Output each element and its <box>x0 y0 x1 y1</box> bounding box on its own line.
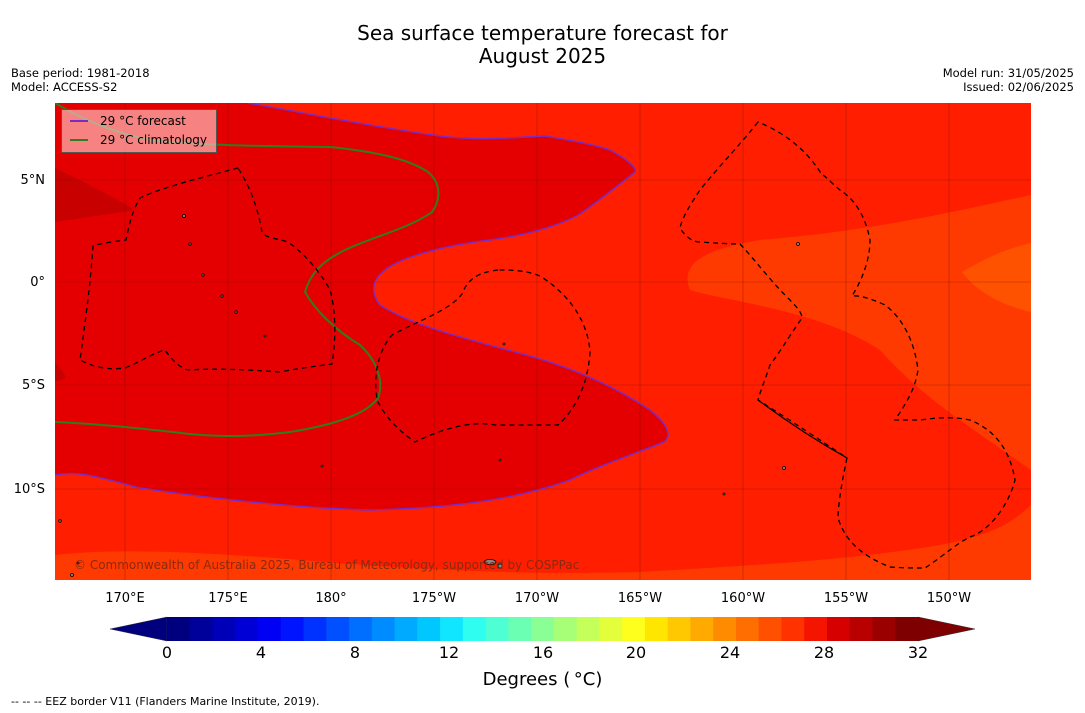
legend-climatology-label: 29 °C climatology <box>100 133 208 147</box>
colorbar-cell <box>713 617 737 641</box>
colorbar-cell <box>462 617 487 641</box>
lon-label: 170°E <box>105 591 145 606</box>
title-line-1: Sea surface temperature forecast for <box>357 21 728 45</box>
gridlines <box>55 103 1031 580</box>
lon-label: 170°W <box>515 591 559 606</box>
eez-border-phoenix <box>375 269 591 443</box>
colorbar-cell <box>690 617 714 641</box>
colorbar-tick: 28 <box>814 643 834 662</box>
colorbar-cell <box>849 617 874 641</box>
colorbar-extend-low <box>109 616 168 642</box>
map-area <box>55 103 1031 580</box>
latitude-labels: 5°N 0° 5°S 10°S <box>14 173 45 497</box>
sst-field-27-east <box>687 195 1031 470</box>
lat-label: 5°S <box>22 378 45 393</box>
legend-climatology-swatch <box>70 139 88 141</box>
colorbar-cell <box>303 617 327 641</box>
climatology-29c-contour <box>55 103 440 438</box>
meta-right: Model run: 31/05/2025 Issued: 02/06/2025 <box>943 66 1074 94</box>
sst-field-29 <box>55 103 668 510</box>
lon-label: 150°W <box>927 591 971 606</box>
colorbar-cell <box>781 617 805 641</box>
meta-left: Base period: 1981-2018 Model: ACCESS-S2 <box>11 66 150 94</box>
colorbar-tick: 8 <box>350 643 360 662</box>
colorbar-cell <box>758 617 783 641</box>
colorbar-cell <box>644 617 669 641</box>
colorbar-extend-high <box>917 616 976 642</box>
sst-field-30-southwest <box>55 362 66 381</box>
lat-label: 0° <box>30 275 45 290</box>
eez-footnote: -- -- -- EEZ border V11 (Flanders Marine… <box>11 695 320 708</box>
colorbar-cell <box>167 617 191 641</box>
colorbar-cell <box>599 617 623 641</box>
colorbar-tick: 12 <box>439 643 459 662</box>
colorbar-cell <box>258 617 282 641</box>
chart-title: Sea surface temperature forecast for Aug… <box>0 22 1085 68</box>
colorbar-cell <box>440 617 464 641</box>
sst-field-26-east <box>962 243 1031 312</box>
model-name: Model: ACCESS-S2 <box>11 80 118 94</box>
colorbar-cell <box>826 617 851 641</box>
lat-label: 5°N <box>21 173 46 188</box>
colorbar <box>109 616 976 642</box>
base-period: Base period: 1981-2018 <box>11 66 150 80</box>
forecast-29c-contour <box>55 103 669 511</box>
colorbar-tick: 0 <box>162 643 172 662</box>
colorbar-cell <box>735 617 760 641</box>
colorbar-cell <box>622 617 646 641</box>
copyright-notice: © Commonwealth of Australia 2025, Bureau… <box>74 558 580 572</box>
legend-item-forecast: 29 °C forecast <box>70 113 186 129</box>
colorbar-label: Degrees ( °C) <box>482 669 603 690</box>
colorbar-cell <box>326 617 350 641</box>
colorbar-tick: 16 <box>533 643 553 662</box>
colorbar-cell <box>417 617 441 641</box>
colorbar-cell <box>212 617 236 641</box>
colorbar-cells <box>167 617 919 641</box>
eez-border-kiribati-gilbert <box>79 167 336 373</box>
colorbar-cell <box>235 617 259 641</box>
title-line-2: August 2025 <box>478 44 607 68</box>
longitude-labels: 170°E 175°E 180° 175°W 170°W 165°W 160°W… <box>105 591 971 606</box>
colorbar-tick: 20 <box>626 643 646 662</box>
legend-forecast-label: 29 °C forecast <box>100 114 186 128</box>
colorbar-cell <box>508 617 532 641</box>
colorbar-ticks: 0 4 8 12 16 20 24 28 32 <box>162 643 928 662</box>
colorbar-cell <box>280 617 305 641</box>
colorbar-tick: 4 <box>256 643 266 662</box>
colorbar-cell <box>667 617 692 641</box>
colorbar-tick: 32 <box>908 643 928 662</box>
colorbar-cell <box>576 617 600 641</box>
colorbar-cell <box>349 617 373 641</box>
colorbar-cell <box>531 617 555 641</box>
model-run: Model run: 31/05/2025 <box>942 66 1074 80</box>
lon-label: 175°E <box>208 591 248 606</box>
lon-label: 180° <box>315 591 346 606</box>
colorbar-cell <box>485 617 509 641</box>
lon-label: 165°W <box>618 591 662 606</box>
eez-borders <box>79 121 1016 569</box>
colorbar-cell <box>394 617 418 641</box>
legend-item-climatology: 29 °C climatology <box>70 132 207 148</box>
colorbar-cell <box>371 617 396 641</box>
colorbar-cell <box>872 617 896 641</box>
colorbar-cell <box>553 617 578 641</box>
colorbar-cell <box>804 617 828 641</box>
island-marks <box>58 214 800 577</box>
lon-label: 175°W <box>412 591 456 606</box>
issued-date: Issued: 02/06/2025 <box>963 80 1074 94</box>
colorbar-cell <box>189 617 214 641</box>
legend-forecast-swatch <box>70 120 88 122</box>
colorbar-tick: 24 <box>720 643 740 662</box>
lon-label: 160°W <box>721 591 765 606</box>
lon-label: 155°W <box>824 591 868 606</box>
map-legend: 29 °C forecast 29 °C climatology <box>61 109 217 153</box>
colorbar-cell <box>895 617 919 641</box>
eez-border-solid-segment <box>757 399 848 459</box>
sst-field-27-south <box>55 505 1031 580</box>
lat-label: 10°S <box>14 482 45 497</box>
sst-field-30-west <box>55 168 135 222</box>
